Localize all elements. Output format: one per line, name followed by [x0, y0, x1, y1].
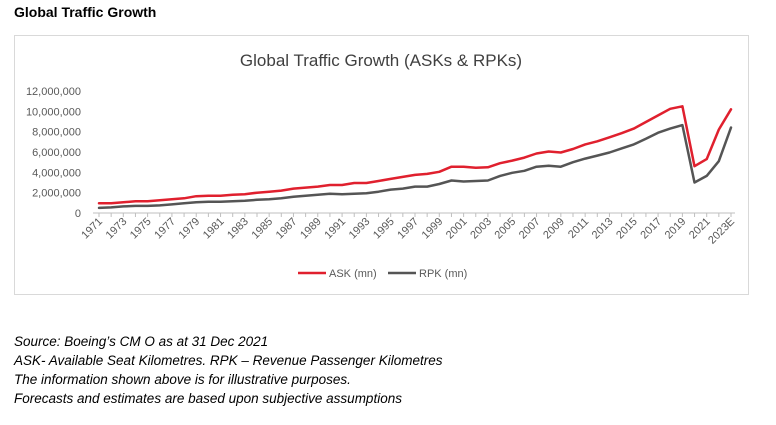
x-tick-label: 2019: [663, 216, 689, 242]
y-tick-label: 6,000,000: [32, 147, 81, 159]
y-tick-label: 4,000,000: [32, 167, 81, 179]
x-tick-label: 2015: [614, 216, 640, 242]
x-tick-label: 1985: [249, 216, 275, 242]
x-axis: 1971197319751977197919811983198519871989…: [79, 212, 737, 247]
page-title: Global Traffic Growth: [14, 4, 157, 20]
x-tick-label: 2011: [566, 216, 591, 241]
x-tick-label: 1973: [104, 216, 130, 242]
chart-title: Global Traffic Growth (ASKs & RPKs): [240, 51, 522, 70]
x-tick-label: 2005: [493, 216, 519, 242]
x-tick-label: 1983: [225, 216, 251, 242]
y-axis: 12,000,000 10,000,000 8,000,000 6,000,000 4,…: [26, 86, 81, 220]
x-tick-label: 2009: [541, 216, 567, 242]
abbreviation-note: ASK- Available Seat Kilometres. RPK – Re…: [14, 353, 443, 368]
x-tick-label: 1997: [395, 216, 421, 242]
y-tick-label: 8,000,000: [32, 127, 81, 139]
series-line-ask: [97, 105, 733, 205]
y-tick-label: 12,000,000: [26, 86, 81, 98]
line-chart: Global Traffic Growth (ASKs & RPKs) 12,0…: [26, 51, 737, 280]
x-tick-label: 1975: [128, 216, 154, 242]
x-tick-label: 1977: [152, 216, 178, 242]
x-tick-label: 1995: [371, 216, 397, 242]
x-tick-label: 1999: [420, 216, 446, 242]
x-tick-label: 2003: [468, 216, 494, 242]
x-tick-label: 2023E: [706, 216, 737, 247]
series-line-rpk: [97, 123, 733, 210]
y-tick-label: 0: [75, 208, 81, 220]
footnotes: Source: Boeing’s CM O as at 31 Dec 2021 …: [14, 332, 442, 408]
forecast-note: Forecasts and estimates are based upon s…: [14, 391, 402, 406]
series-lines: [97, 105, 733, 210]
legend: ASK (mn) RPK (mn): [298, 268, 467, 280]
source-note: Source: Boeing’s CM O as at 31 Dec 2021: [14, 334, 269, 349]
disclaimer-note: The information shown above is for illus…: [14, 372, 351, 387]
y-tick-label: 2,000,000: [32, 188, 81, 200]
x-tick-label: 2013: [590, 216, 616, 242]
x-tick-label: 2017: [638, 216, 664, 242]
legend-label: RPK (mn): [419, 268, 467, 280]
x-tick-label: 1993: [347, 216, 373, 242]
x-tick-label: 1981: [201, 216, 227, 242]
legend-label: ASK (mn): [329, 268, 377, 280]
y-tick-label: 10,000,000: [26, 106, 81, 118]
x-tick-label: 1979: [177, 216, 203, 242]
x-tick-label: 1991: [322, 216, 348, 242]
x-tick-label: 2007: [517, 216, 543, 242]
x-tick-label: 1989: [298, 216, 324, 242]
x-tick-label: 1971: [79, 216, 105, 242]
chart-container: Global Traffic Growth (ASKs & RPKs) 12,0…: [14, 35, 749, 295]
x-tick-label: 1987: [274, 216, 300, 242]
x-tick-label: 2001: [444, 216, 470, 242]
